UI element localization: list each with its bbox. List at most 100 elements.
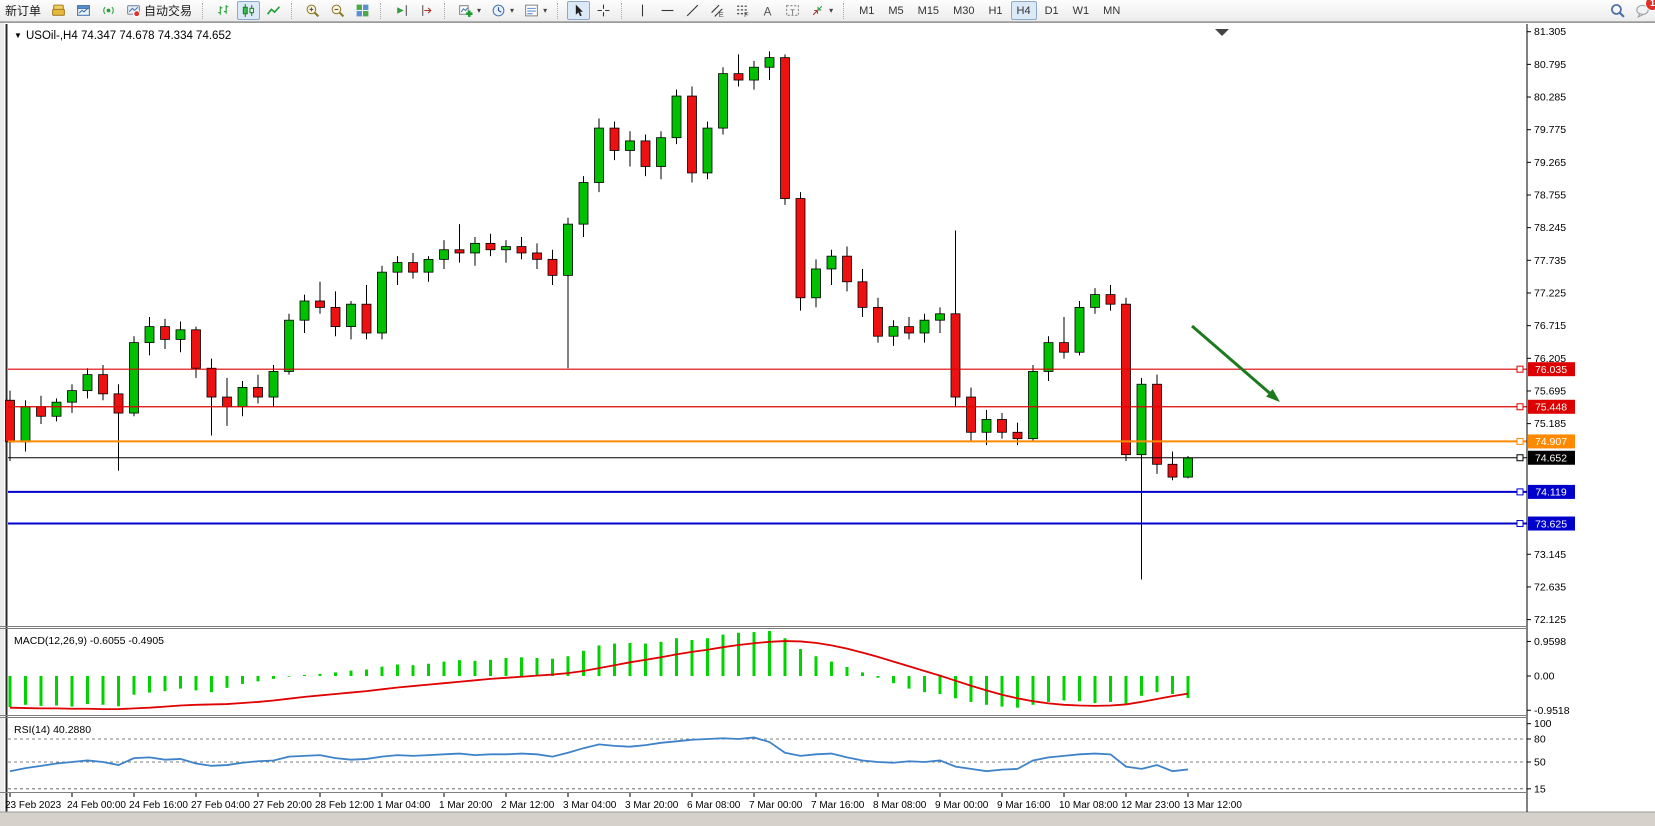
svg-text:76.715: 76.715 <box>1534 320 1566 332</box>
vertical-line-tool-button[interactable] <box>631 1 654 20</box>
timeframe-m1-label: M1 <box>859 4 875 17</box>
svg-text:100: 100 <box>1534 718 1552 730</box>
timeframe-m5-label: M5 <box>888 4 904 17</box>
svg-text:74.119: 74.119 <box>1535 487 1566 499</box>
svg-text:9 Mar 00:00: 9 Mar 00:00 <box>935 800 989 811</box>
svg-text:74.907: 74.907 <box>1535 436 1567 448</box>
svg-text:80: 80 <box>1534 733 1546 745</box>
text-tool-button[interactable]: A <box>756 1 779 20</box>
zoom-out-button[interactable] <box>326 1 349 20</box>
svg-text:3 Mar 20:00: 3 Mar 20:00 <box>625 800 679 811</box>
timeframe-m15-button[interactable]: M15 <box>912 1 945 20</box>
equidistant-channel-tool-button[interactable]: E <box>706 1 729 20</box>
timeframe-d1-button[interactable]: D1 <box>1039 1 1065 20</box>
signals-icon <box>101 3 116 18</box>
svg-text:MACD(12,26,9) -0.6055 -0.4905: MACD(12,26,9) -0.6055 -0.4905 <box>14 635 164 647</box>
gold-docs-icon <box>51 3 66 18</box>
toolbar-separator <box>380 2 385 19</box>
fibonacci-tool-button[interactable]: F <box>731 1 754 20</box>
toolbar-separator <box>621 2 626 19</box>
price-axis[interactable]: 81.305 80.795 80.285 79.775 79.265 78.755 78.2… <box>1526 24 1566 812</box>
timeframe-h1-button[interactable]: H1 <box>982 1 1008 20</box>
svg-text:80.795: 80.795 <box>1534 59 1566 71</box>
svg-text:27 Feb 04:00: 27 Feb 04:00 <box>191 800 250 811</box>
autotrading-button[interactable]: 自动交易 <box>122 1 196 20</box>
svg-text:8 Mar 08:00: 8 Mar 08:00 <box>873 800 927 811</box>
new-order-label: 新订单 <box>5 4 42 18</box>
market-watch-button[interactable] <box>72 1 95 20</box>
search-button[interactable] <box>1606 1 1629 20</box>
svg-text:0.9598: 0.9598 <box>1534 636 1566 648</box>
svg-text:73.145: 73.145 <box>1534 549 1566 561</box>
horizontal-lines[interactable]: 76.035 75.448 74.907 74.652 74.119 73.625 <box>8 362 1575 531</box>
arrows-tool-button[interactable]: ▾ <box>806 1 837 20</box>
timeframe-w1-button[interactable]: W1 <box>1067 1 1096 20</box>
templates-icon <box>524 3 539 18</box>
chart-shift-button[interactable] <box>415 1 438 20</box>
signals-button[interactable] <box>97 1 120 20</box>
cursor-icon <box>571 3 586 18</box>
svg-text:74.652: 74.652 <box>1535 453 1567 465</box>
timeframe-h4-label: H4 <box>1016 4 1031 17</box>
arrow-annotation[interactable] <box>1191 324 1280 402</box>
macd-axis[interactable]: 0.9598 0.00 -0.9518 <box>1527 636 1570 717</box>
tile-windows-icon <box>355 3 370 18</box>
zoom-in-icon <box>305 3 320 18</box>
svg-text:12 Mar 23:00: 12 Mar 23:00 <box>1121 800 1180 811</box>
textlabel-icon: T <box>785 3 800 18</box>
cursor-button[interactable] <box>567 1 591 20</box>
svg-text:1 Mar 20:00: 1 Mar 20:00 <box>439 800 493 811</box>
chart-canvas[interactable]: ▼ USOil-,H4 74.347 74.678 74.334 74.652 76… <box>0 22 1655 826</box>
time-axis[interactable]: 23 Feb 2023 24 Feb 00:00 24 Feb 16:00 27 Fe… <box>5 793 1242 811</box>
bar-chart-button[interactable] <box>212 1 235 20</box>
timeframe-h4-button[interactable]: H4 <box>1010 1 1037 20</box>
bar-chart-icon <box>216 3 231 18</box>
zoom-out-icon <box>330 3 345 18</box>
toolbar: 新订单 自动交易 ▾ ▾ ▾ E F A T ▾ M1 M5 M15 M30 H1 H4 D1 W1 MN 1 <box>0 0 1655 22</box>
zoom-in-button[interactable] <box>301 1 324 20</box>
text-label-tool-button[interactable]: T <box>781 1 804 20</box>
chart-title: ▼ USOil-,H4 74.347 74.678 74.334 74.652 <box>14 29 1229 42</box>
indicators-icon <box>458 3 473 18</box>
line-chart-button[interactable] <box>262 1 285 20</box>
timeframe-mn-button[interactable]: MN <box>1097 1 1126 20</box>
svg-text:78.245: 78.245 <box>1534 222 1566 234</box>
notifications-button[interactable]: 1 <box>1631 0 1655 20</box>
fibo-icon: F <box>735 3 750 18</box>
svg-text:50: 50 <box>1534 756 1546 768</box>
toolbar-separator <box>202 2 207 19</box>
svg-text:78.755: 78.755 <box>1534 190 1566 202</box>
chart-shift-icon <box>419 3 434 18</box>
svg-text:75.448: 75.448 <box>1535 402 1567 414</box>
horizontal-line-tool-button[interactable] <box>656 1 679 20</box>
timeframe-m5-button[interactable]: M5 <box>882 1 909 20</box>
periods-button[interactable]: ▾ <box>487 1 518 20</box>
svg-text:6 Mar 08:00: 6 Mar 08:00 <box>687 800 741 811</box>
svg-text:3 Mar 04:00: 3 Mar 04:00 <box>563 800 617 811</box>
svg-text:80.285: 80.285 <box>1534 92 1566 104</box>
timeframe-m1-button[interactable]: M1 <box>853 1 880 20</box>
notification-badge: 1 <box>1645 0 1655 11</box>
auto-scroll-button[interactable] <box>390 1 413 20</box>
templates-button[interactable]: ▾ <box>520 1 551 20</box>
svg-text:USOil-,H4 74.347 74.678 74.33: USOil-,H4 74.347 74.678 74.334 74.652 <box>26 30 231 42</box>
svg-text:79.265: 79.265 <box>1534 157 1566 169</box>
timeframe-m30-label: M30 <box>953 4 975 17</box>
svg-text:76.035: 76.035 <box>1535 364 1567 376</box>
pane-separators <box>0 626 1527 793</box>
new-order-button[interactable]: 新订单 <box>1 1 45 20</box>
svg-text:72.635: 72.635 <box>1534 581 1566 593</box>
indicators-button[interactable]: ▾ <box>454 1 485 20</box>
timeframe-m30-button[interactable]: M30 <box>947 1 980 20</box>
timeframe-d1-label: D1 <box>1044 4 1059 17</box>
rsi-axis[interactable]: 100 80 50 15 <box>1527 718 1552 795</box>
charts-profile-button[interactable] <box>47 1 70 20</box>
candlestick-chart-button[interactable] <box>237 1 261 20</box>
chart-shift-marker <box>1215 29 1229 36</box>
trendline-tool-button[interactable] <box>681 1 704 20</box>
svg-text:▼: ▼ <box>14 31 22 40</box>
crosshair-button[interactable] <box>592 1 615 20</box>
tile-windows-button[interactable] <box>351 1 374 20</box>
search-icon <box>1610 3 1625 18</box>
svg-text:2 Mar 12:00: 2 Mar 12:00 <box>501 800 555 811</box>
